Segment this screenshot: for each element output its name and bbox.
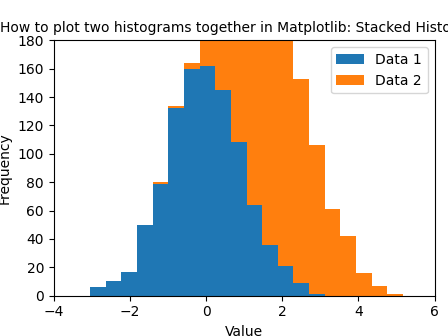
Title: How to plot two histograms together in Matplotlib: Stacked Histogram: How to plot two histograms together in M… bbox=[0, 21, 448, 35]
Bar bbox=[153, 182, 168, 183]
Bar bbox=[278, 2, 293, 266]
Bar bbox=[90, 287, 106, 296]
Bar bbox=[200, 66, 215, 296]
Bar bbox=[231, 25, 246, 142]
Bar bbox=[309, 294, 325, 296]
Bar bbox=[388, 294, 403, 296]
Bar bbox=[309, 145, 325, 294]
Bar bbox=[153, 183, 168, 296]
Bar bbox=[325, 209, 340, 296]
Bar bbox=[215, 8, 231, 90]
Bar bbox=[200, 35, 215, 66]
Bar bbox=[168, 109, 184, 296]
Bar bbox=[246, 36, 262, 205]
Bar bbox=[372, 286, 388, 296]
Bar bbox=[293, 79, 309, 283]
Bar bbox=[137, 225, 153, 296]
Bar bbox=[215, 90, 231, 296]
Bar bbox=[184, 63, 200, 69]
Bar bbox=[246, 205, 262, 296]
Bar bbox=[262, 33, 278, 245]
Bar bbox=[340, 236, 356, 296]
Bar bbox=[231, 142, 246, 296]
Bar bbox=[184, 69, 200, 296]
Bar bbox=[278, 266, 293, 296]
Bar bbox=[293, 283, 309, 296]
Bar bbox=[121, 271, 137, 296]
X-axis label: Value: Value bbox=[225, 325, 263, 336]
Y-axis label: Frequency: Frequency bbox=[0, 132, 12, 204]
Bar bbox=[168, 106, 184, 109]
Bar bbox=[262, 245, 278, 296]
Bar bbox=[106, 282, 121, 296]
Legend: Data 1, Data 2: Data 1, Data 2 bbox=[331, 47, 427, 93]
Bar bbox=[356, 273, 372, 296]
